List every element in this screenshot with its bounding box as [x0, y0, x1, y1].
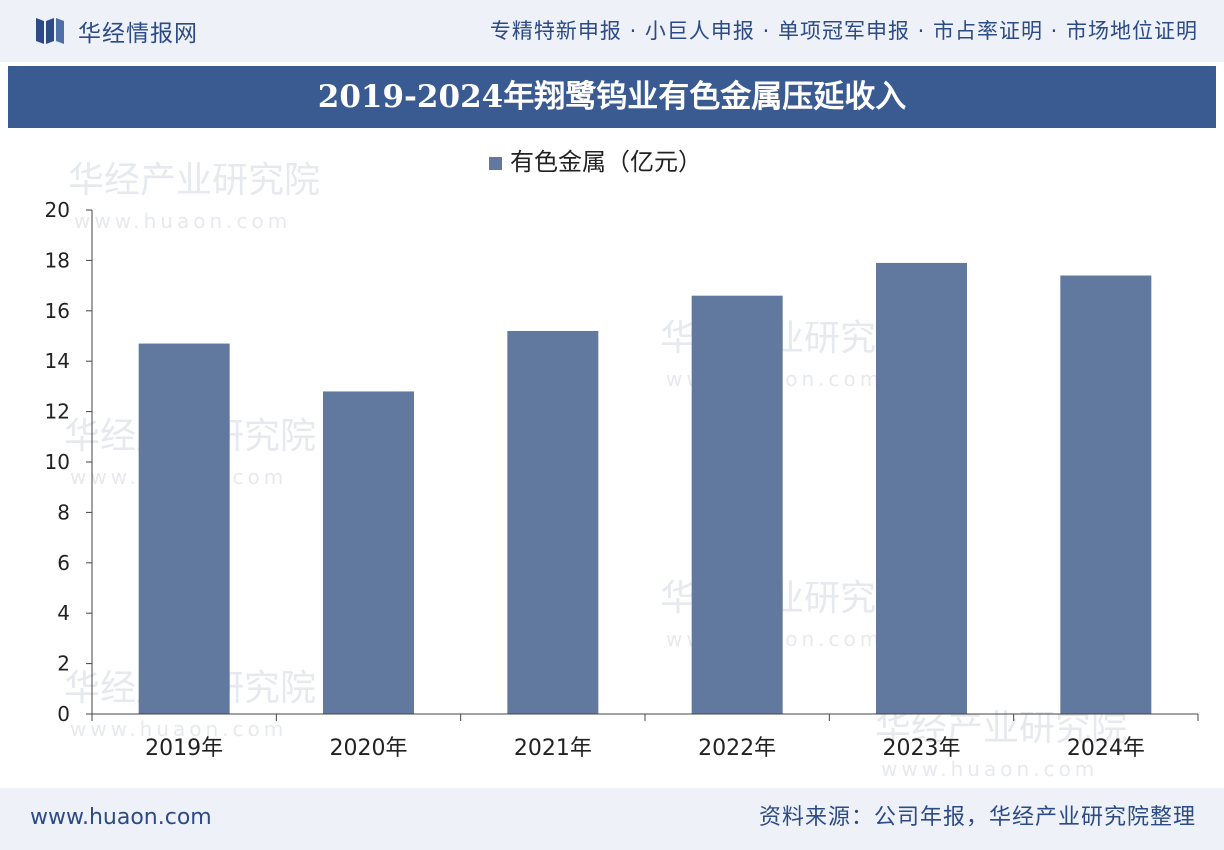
legend-swatch: [489, 157, 502, 170]
brand-name: 华经情报网: [78, 21, 198, 47]
x-axis: 2019年 2020年 2021年 2022年 2023年 2024年: [91, 713, 1199, 761]
header-bar: 华经情报网 专精特新申报 · 小巨人申报 · 单项冠军申报 · 市占率证明 · …: [0, 0, 1224, 62]
bar-2019年: [138, 343, 230, 714]
watermark-url-4: www.huaon.com: [70, 717, 287, 741]
legend-label: 有色金属（亿元）: [510, 148, 702, 176]
brand-mark-icon: [36, 18, 64, 44]
bar-2021年: [507, 330, 599, 714]
title-bar: 2019-2024年翔鹭钨业有色金属压延收入: [8, 66, 1216, 128]
x-tick-label-5: 2024年: [1067, 736, 1145, 761]
x-tick-label-4: 2023年: [883, 736, 961, 761]
x-tick-label-3: 2022年: [698, 736, 776, 761]
y-tick-label-2: 4: [57, 601, 70, 625]
brand-logo[interactable]: 华经情报网: [34, 14, 198, 48]
bar-2024年: [1060, 275, 1152, 714]
services-nav[interactable]: 专精特新申报 · 小巨人申报 · 单项冠军申报 · 市占率证明 · 市场地位证明: [489, 19, 1198, 43]
y-tick-label-1: 2: [57, 652, 70, 676]
y-tick-label-7: 14: [45, 349, 70, 373]
footer-bar: www.huaon.com 资料来源：公司年报，华经产业研究院整理: [0, 788, 1224, 850]
watermark-url-5: www.huaon.com: [881, 757, 1098, 781]
bar-2023年: [876, 262, 967, 714]
y-tick-label-9: 18: [45, 248, 70, 272]
y-tick-label-10: 20: [45, 198, 70, 222]
y-tick-label-0: 0: [57, 702, 70, 726]
watermark-text-5: 华经产业研究院: [875, 708, 1127, 749]
y-tick-label-6: 12: [45, 400, 70, 424]
bar-series: [138, 262, 1152, 714]
watermark-text-0: 华经产业研究院: [68, 160, 320, 201]
watermark-url-0: www.huaon.com: [74, 209, 291, 233]
legend: 有色金属（亿元）: [489, 148, 702, 176]
bar-2020年: [323, 391, 414, 714]
x-tick-label-1: 2020年: [330, 736, 408, 761]
x-tick-label-2: 2021年: [514, 736, 592, 761]
source-note: 资料来源：公司年报，华经产业研究院整理: [758, 805, 1196, 830]
y-tick-label-4: 8: [57, 500, 70, 524]
x-tick-label-0: 2019年: [145, 736, 223, 761]
bar-chart: 华经产业研究院 www.huaon.com 华经产业研究院 www.huaon.com…: [45, 148, 1199, 781]
chart-title: 2019-2024年翔鹭钨业有色金属压延收入: [317, 79, 907, 115]
y-axis: 0 2 4 6 8 10 12 14 16 18 20: [45, 198, 93, 726]
y-tick-label-8: 16: [45, 299, 70, 323]
y-tick-label-5: 10: [45, 450, 70, 474]
bar-2022年: [691, 295, 783, 714]
y-tick-label-3: 6: [57, 551, 70, 575]
website-link[interactable]: www.huaon.com: [30, 805, 212, 830]
